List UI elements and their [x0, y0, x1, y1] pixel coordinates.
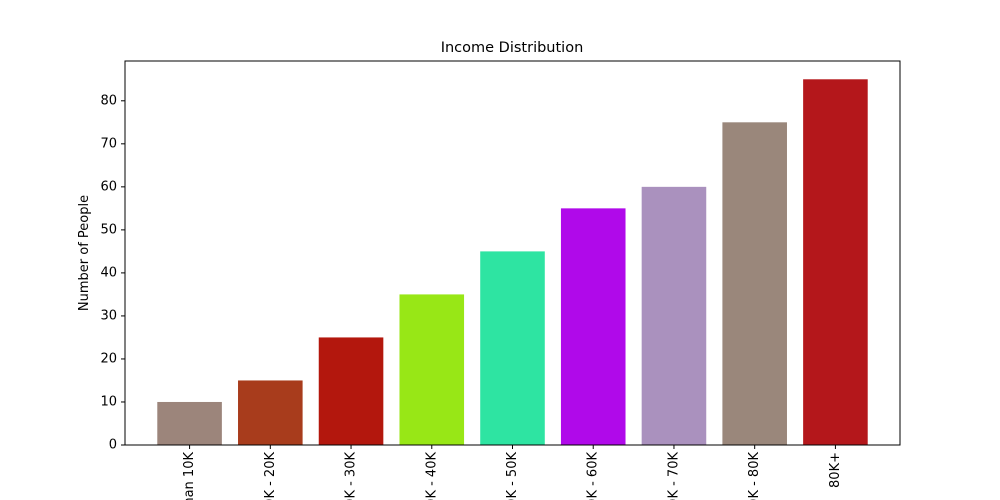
bar-0 — [157, 401, 222, 445]
y-tick-label: 30 — [100, 308, 117, 323]
x-tick-label: 50K - 60K — [586, 452, 601, 500]
y-axis-label: Number of People — [77, 195, 92, 311]
y-tick-label: 70 — [100, 136, 117, 151]
bar-1 — [238, 380, 303, 445]
bar-8 — [803, 79, 868, 445]
y-tick-label: 40 — [100, 265, 117, 280]
bars-group — [157, 79, 868, 445]
x-tick-label: 80K+ — [828, 452, 843, 488]
bar-2 — [318, 337, 384, 445]
x-tick-label: 20K - 30K — [344, 452, 359, 500]
bar-7 — [722, 122, 787, 445]
x-tick-label: 40K - 50K — [505, 452, 520, 500]
bar-5 — [560, 208, 626, 445]
x-axis: Less than 10K 10K - 20K 20K - 30K 30K - 40K… — [182, 445, 843, 500]
y-tick-label: 20 — [100, 351, 117, 366]
y-tick-label: 10 — [100, 394, 117, 409]
bar-3 — [399, 294, 465, 445]
bar-4 — [480, 251, 545, 445]
y-tick-label: 60 — [100, 179, 117, 194]
plot-frame — [124, 60, 901, 446]
bar-6 — [641, 186, 707, 445]
x-tick-label: Less than 10K — [182, 452, 197, 500]
x-tick-label: 70K - 80K — [747, 452, 762, 500]
y-axis: 0 10 20 30 40 50 60 70 80 — [100, 93, 125, 453]
x-tick-label: 10K - 20K — [263, 452, 278, 500]
y-tick-label: 50 — [100, 222, 117, 237]
y-tick-label: 80 — [100, 93, 117, 108]
x-tick-label: 60K - 70K — [666, 452, 681, 500]
chart-title: Income Distribution — [441, 40, 584, 56]
y-tick-label: 0 — [109, 438, 117, 453]
x-tick-label: 30K - 40K — [424, 452, 439, 500]
